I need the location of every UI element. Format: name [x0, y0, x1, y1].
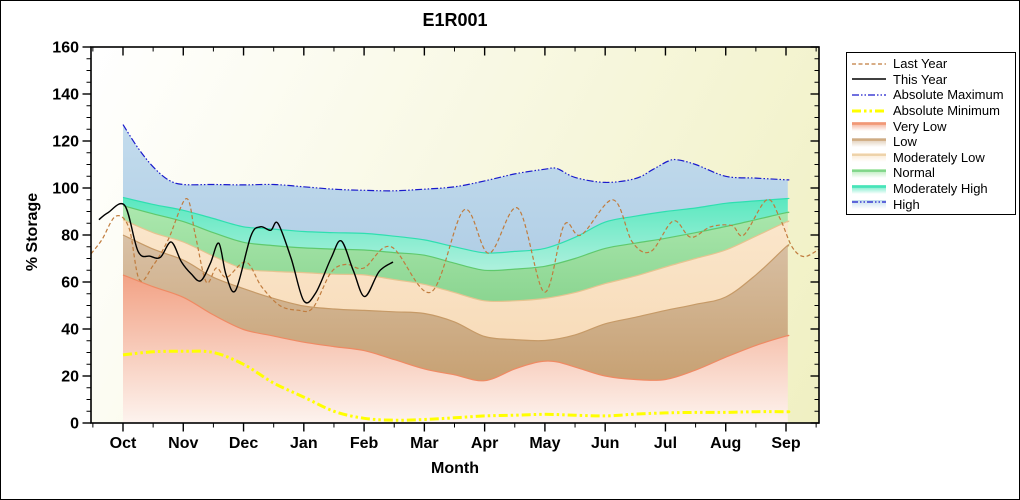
legend-label: Low — [893, 134, 917, 150]
svg-text:Aug: Aug — [710, 435, 741, 452]
legend-item: Normal — [852, 165, 1015, 181]
svg-text:Jan: Jan — [290, 435, 318, 452]
y-axis-title: % Storage — [24, 192, 41, 272]
svg-text:Oct: Oct — [110, 435, 137, 452]
svg-text:140: 140 — [52, 87, 79, 104]
svg-text:Sep: Sep — [771, 435, 801, 452]
legend-label: High — [893, 196, 920, 212]
legend-item: High — [852, 196, 1015, 212]
svg-text:Nov: Nov — [168, 435, 198, 452]
legend-item: Absolute Minimum — [852, 103, 1015, 119]
legend-label: Normal — [893, 165, 935, 181]
svg-text:Feb: Feb — [350, 435, 379, 452]
svg-text:May: May — [529, 435, 560, 452]
legend-item: Last Year — [852, 56, 1015, 72]
legend-item: This Year — [852, 72, 1015, 88]
legend-item: Moderately High — [852, 181, 1015, 197]
legend-swatch-high — [852, 200, 886, 210]
svg-text:80: 80 — [61, 228, 79, 245]
legend-item: Very Low — [852, 118, 1015, 134]
legend-label: Moderately High — [893, 181, 988, 197]
svg-text:100: 100 — [52, 181, 79, 198]
legend-swatch-moderately_low — [852, 153, 886, 163]
svg-text:20: 20 — [61, 369, 79, 386]
legend-swatch-moderately_high — [852, 184, 886, 194]
legend-swatch-this_year — [852, 78, 886, 81]
chart-title: E1R001 — [422, 10, 488, 30]
legend-label: Last Year — [893, 56, 948, 72]
svg-text:40: 40 — [61, 322, 79, 339]
legend-swatch-last_year — [852, 63, 886, 65]
svg-text:160: 160 — [52, 40, 79, 57]
x-axis-title: Month — [431, 460, 479, 477]
svg-text:Mar: Mar — [410, 435, 438, 452]
legend-label: This Year — [893, 71, 948, 87]
legend-label: Very Low — [893, 118, 947, 134]
legend-label: Absolute Maximum — [893, 87, 1004, 103]
svg-text:0: 0 — [70, 416, 79, 433]
svg-text:Apr: Apr — [471, 435, 499, 452]
legend-swatch-normal — [852, 168, 886, 178]
legend-item: Low — [852, 134, 1015, 150]
svg-text:Jul: Jul — [654, 435, 677, 452]
legend-swatch-abs_min — [852, 109, 886, 113]
legend-item: Absolute Maximum — [852, 87, 1015, 103]
svg-text:60: 60 — [61, 275, 79, 292]
svg-text:Jun: Jun — [591, 435, 619, 452]
chart-legend: Last Year This Year Absolute Maximum Absolu… — [846, 52, 1016, 215]
legend-swatch-very_low — [852, 122, 886, 132]
legend-swatch-abs_max — [852, 94, 886, 96]
legend-swatch-low — [852, 137, 886, 147]
legend-label: Moderately Low — [893, 149, 985, 165]
svg-text:120: 120 — [52, 134, 79, 151]
legend-label: Absolute Minimum — [893, 103, 1000, 119]
svg-text:Dec: Dec — [229, 435, 258, 452]
legend-item: Moderately Low — [852, 150, 1015, 166]
